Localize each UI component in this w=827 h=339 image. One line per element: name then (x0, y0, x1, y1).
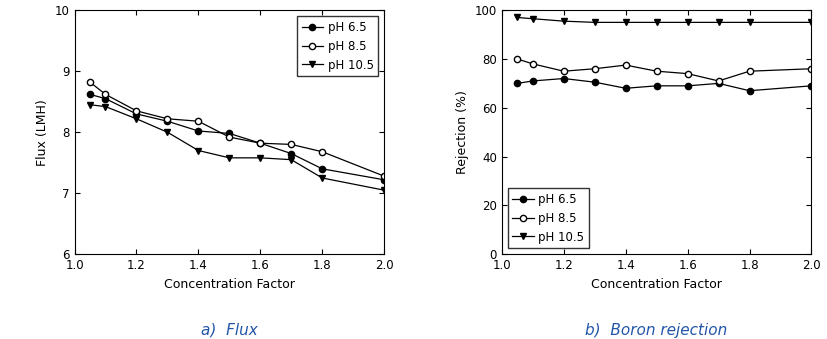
pH 10.5 (527, 17, 537, 21)
pH 10.5 (651, 20, 661, 24)
pH 8.5 (379, 174, 389, 178)
pH 10.5 (85, 103, 95, 107)
pH 6.5 (100, 97, 110, 101)
X-axis label: Concentration Factor: Concentration Factor (590, 278, 721, 291)
Text: b)  Boron rejection: b) Boron rejection (585, 323, 727, 338)
pH 6.5 (194, 129, 203, 133)
Y-axis label: Flux (LMH): Flux (LMH) (36, 99, 49, 165)
pH 10.5 (162, 130, 172, 134)
pH 6.5 (317, 167, 327, 171)
Y-axis label: Rejection (%): Rejection (%) (456, 90, 469, 174)
Legend: pH 6.5, pH 8.5, pH 10.5: pH 6.5, pH 8.5, pH 10.5 (296, 16, 378, 76)
pH 8.5 (713, 79, 723, 83)
Line: pH 6.5: pH 6.5 (87, 91, 387, 183)
pH 10.5 (512, 16, 522, 20)
pH 8.5 (317, 150, 327, 154)
pH 10.5 (255, 156, 265, 160)
pH 10.5 (379, 188, 389, 192)
pH 10.5 (805, 20, 815, 24)
pH 8.5 (85, 80, 95, 84)
pH 8.5 (131, 109, 141, 113)
pH 8.5 (620, 63, 630, 67)
pH 6.5 (379, 178, 389, 182)
Line: pH 10.5: pH 10.5 (87, 102, 387, 193)
pH 10.5 (743, 20, 753, 24)
pH 10.5 (620, 20, 630, 24)
pH 6.5 (651, 84, 661, 88)
X-axis label: Concentration Factor: Concentration Factor (164, 278, 294, 291)
pH 8.5 (589, 67, 599, 71)
pH 8.5 (512, 57, 522, 61)
pH 6.5 (743, 89, 753, 93)
pH 6.5 (162, 119, 172, 123)
pH 8.5 (194, 119, 203, 123)
pH 6.5 (286, 152, 296, 156)
pH 6.5 (589, 80, 599, 84)
pH 10.5 (589, 20, 599, 24)
Line: pH 8.5: pH 8.5 (514, 56, 814, 84)
pH 10.5 (224, 156, 234, 160)
pH 6.5 (713, 81, 723, 85)
pH 6.5 (805, 84, 815, 88)
pH 8.5 (681, 72, 691, 76)
pH 6.5 (512, 81, 522, 85)
pH 10.5 (100, 104, 110, 108)
pH 10.5 (286, 158, 296, 162)
pH 6.5 (85, 92, 95, 96)
Line: pH 6.5: pH 6.5 (514, 75, 814, 94)
pH 8.5 (286, 142, 296, 146)
pH 10.5 (558, 19, 568, 23)
pH 8.5 (743, 69, 753, 73)
pH 6.5 (527, 79, 537, 83)
pH 8.5 (651, 69, 661, 73)
pH 6.5 (620, 86, 630, 90)
pH 8.5 (162, 117, 172, 121)
pH 10.5 (713, 20, 723, 24)
pH 10.5 (194, 148, 203, 153)
Text: a)  Flux: a) Flux (201, 323, 257, 338)
Legend: pH 6.5, pH 8.5, pH 10.5: pH 6.5, pH 8.5, pH 10.5 (507, 188, 589, 248)
pH 8.5 (224, 135, 234, 139)
pH 6.5 (681, 84, 691, 88)
pH 10.5 (131, 117, 141, 121)
pH 6.5 (224, 132, 234, 136)
pH 8.5 (527, 62, 537, 66)
pH 8.5 (255, 141, 265, 145)
pH 6.5 (255, 141, 265, 145)
pH 8.5 (805, 67, 815, 71)
Line: pH 8.5: pH 8.5 (87, 79, 387, 179)
pH 6.5 (558, 77, 568, 81)
pH 8.5 (100, 92, 110, 96)
pH 6.5 (131, 112, 141, 116)
Line: pH 10.5: pH 10.5 (514, 14, 814, 25)
pH 8.5 (558, 69, 568, 73)
pH 10.5 (317, 176, 327, 180)
pH 10.5 (681, 20, 691, 24)
